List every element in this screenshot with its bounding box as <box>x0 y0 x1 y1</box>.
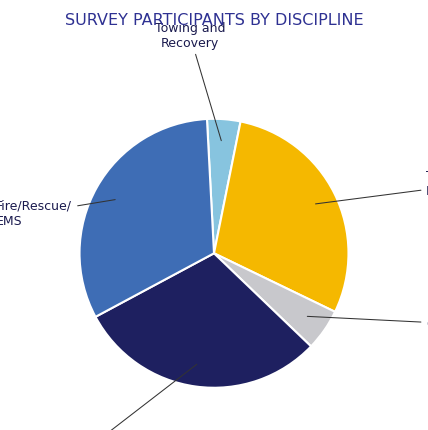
Wedge shape <box>95 254 311 388</box>
Text: SURVEY PARTICIPANTS BY DISCIPLINE: SURVEY PARTICIPANTS BY DISCIPLINE <box>65 13 363 28</box>
Wedge shape <box>80 120 214 317</box>
Wedge shape <box>214 122 348 312</box>
Text: Fire/Rescue/
EMS: Fire/Rescue/ EMS <box>0 200 115 227</box>
Text: Law
Enforcement: Law Enforcement <box>42 364 197 430</box>
Wedge shape <box>214 254 335 347</box>
Text: Transportation/
Public Works: Transportation/ Public Works <box>315 170 428 204</box>
Text: Other: Other <box>307 316 428 330</box>
Wedge shape <box>207 120 241 254</box>
Text: Towing and
Recovery: Towing and Recovery <box>155 22 225 141</box>
